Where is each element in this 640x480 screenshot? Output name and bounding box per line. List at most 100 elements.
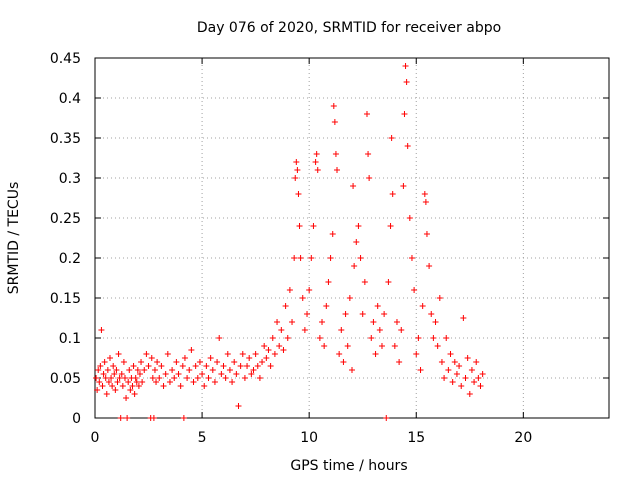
data-point — [101, 359, 108, 365]
data-point — [366, 175, 373, 181]
data-point — [301, 327, 308, 333]
data-point — [383, 415, 390, 421]
data-point — [466, 391, 473, 397]
data-point — [269, 335, 276, 341]
data-point — [460, 315, 467, 321]
data-point — [143, 351, 150, 357]
data-point — [261, 343, 268, 349]
data-point — [99, 383, 106, 389]
data-point — [293, 159, 300, 165]
y-tick-label: 0.35 — [50, 131, 81, 147]
data-point — [196, 359, 203, 365]
data-point — [244, 363, 251, 369]
data-point — [179, 363, 186, 369]
data-point — [250, 367, 257, 373]
grid-lines — [95, 58, 609, 418]
data-point — [105, 379, 112, 385]
data-point — [321, 343, 328, 349]
data-point — [329, 231, 336, 237]
data-point — [271, 351, 278, 357]
data-point — [248, 371, 255, 377]
data-point — [113, 367, 120, 373]
data-point — [464, 355, 471, 361]
data-point — [97, 363, 104, 369]
data-point — [229, 379, 236, 385]
data-point — [401, 111, 408, 117]
x-tick-label: 0 — [91, 430, 100, 446]
data-point — [135, 383, 142, 389]
data-point — [111, 371, 118, 377]
data-point — [338, 327, 345, 333]
data-point — [475, 375, 482, 381]
data-point — [171, 375, 178, 381]
data-point — [282, 303, 289, 309]
data-points — [93, 63, 486, 421]
data-point — [186, 367, 193, 373]
data-point — [402, 63, 409, 69]
y-tick-label: 0.4 — [59, 91, 81, 107]
data-point — [296, 223, 303, 229]
data-point — [286, 287, 293, 293]
data-point — [115, 351, 122, 357]
data-point — [417, 367, 424, 373]
data-point — [125, 379, 132, 385]
data-point — [119, 383, 126, 389]
data-point — [145, 363, 152, 369]
data-point — [175, 371, 182, 377]
data-point — [404, 143, 411, 149]
data-point — [413, 351, 420, 357]
data-point — [103, 391, 110, 397]
data-point — [118, 371, 125, 377]
data-point — [284, 335, 291, 341]
data-point — [106, 355, 113, 361]
y-axis-label: SRMTID / TECUs — [6, 182, 22, 295]
data-point — [201, 383, 208, 389]
data-point — [136, 371, 143, 377]
data-point — [180, 415, 187, 421]
data-point — [276, 343, 283, 349]
data-point — [445, 367, 452, 373]
data-point — [351, 263, 358, 269]
data-point — [306, 287, 313, 293]
data-point — [96, 379, 103, 385]
data-point — [376, 327, 383, 333]
data-point — [388, 135, 395, 141]
data-point — [334, 167, 341, 173]
data-point — [160, 383, 167, 389]
data-point — [449, 379, 456, 385]
data-point — [400, 183, 407, 189]
data-point — [233, 371, 240, 377]
data-point — [123, 395, 130, 401]
data-point — [181, 355, 188, 361]
data-point — [231, 359, 238, 365]
data-point — [265, 347, 272, 353]
data-point — [207, 355, 214, 361]
data-point — [423, 231, 430, 237]
data-point — [127, 387, 134, 393]
axis-ticks — [94, 57, 609, 419]
data-point — [220, 363, 227, 369]
data-point — [184, 375, 191, 381]
data-point — [438, 359, 445, 365]
data-point — [214, 359, 221, 365]
data-point — [458, 383, 465, 389]
data-point — [434, 343, 441, 349]
data-point — [308, 255, 315, 261]
data-point — [479, 371, 486, 377]
data-point — [370, 319, 377, 325]
data-point — [408, 255, 415, 261]
data-point — [378, 343, 385, 349]
data-point — [310, 223, 317, 229]
data-point — [274, 319, 281, 325]
data-point — [436, 295, 443, 301]
data-point — [314, 167, 321, 173]
y-tick-label: 0.3 — [59, 171, 81, 187]
data-point — [278, 327, 285, 333]
data-point — [403, 79, 410, 85]
data-point — [363, 111, 370, 117]
data-point — [426, 263, 433, 269]
data-point — [340, 359, 347, 365]
data-point — [355, 223, 362, 229]
data-point — [162, 371, 169, 377]
data-point — [194, 375, 201, 381]
